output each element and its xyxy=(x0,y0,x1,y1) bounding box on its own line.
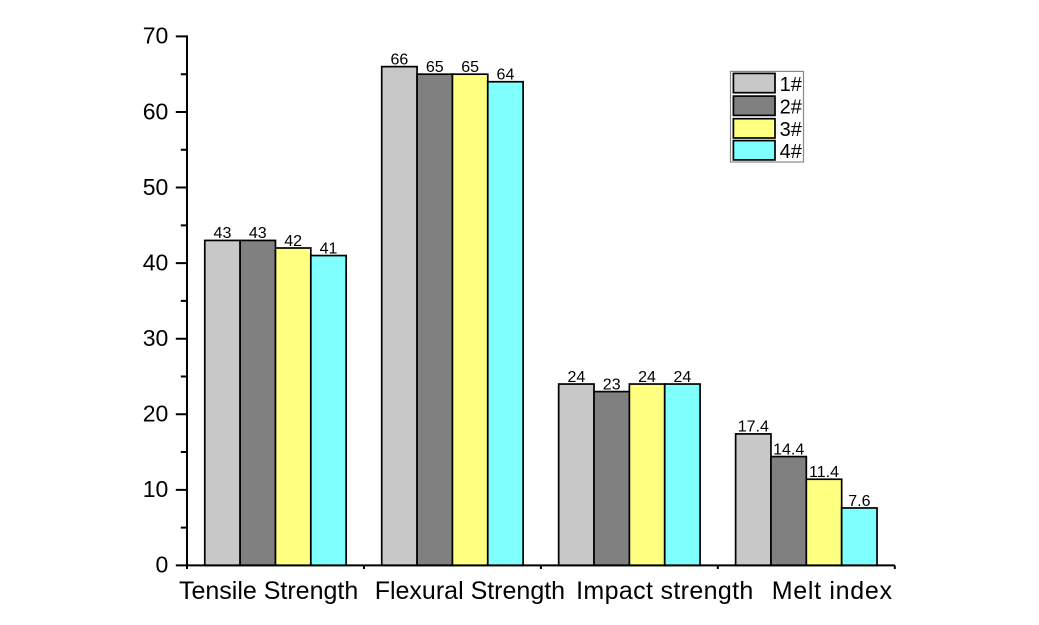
svg-text:20: 20 xyxy=(143,401,169,427)
svg-text:Impact strength: Impact strength xyxy=(576,577,754,605)
svg-text:42: 42 xyxy=(284,233,302,250)
svg-text:10: 10 xyxy=(143,476,169,502)
svg-text:64: 64 xyxy=(497,67,515,84)
svg-text:43: 43 xyxy=(214,225,232,242)
svg-text:23: 23 xyxy=(603,376,621,393)
svg-text:65: 65 xyxy=(461,59,479,76)
svg-text:50: 50 xyxy=(143,174,169,200)
svg-text:65: 65 xyxy=(426,59,444,76)
svg-text:Tensile Strength: Tensile Strength xyxy=(179,577,358,605)
svg-text:0: 0 xyxy=(156,552,169,578)
svg-text:40: 40 xyxy=(143,249,169,275)
svg-text:24: 24 xyxy=(638,369,656,386)
svg-text:2#: 2# xyxy=(780,97,803,119)
svg-text:Flexural Strength: Flexural Strength xyxy=(375,577,565,605)
svg-text:24: 24 xyxy=(674,369,692,386)
svg-text:11.4: 11.4 xyxy=(809,464,839,481)
svg-text:66: 66 xyxy=(391,51,409,68)
svg-text:17.4: 17.4 xyxy=(738,419,769,436)
svg-text:7.6: 7.6 xyxy=(848,493,870,510)
svg-text:30: 30 xyxy=(143,325,169,351)
svg-text:41: 41 xyxy=(320,240,338,257)
svg-text:70: 70 xyxy=(143,23,169,49)
svg-text:14.4: 14.4 xyxy=(773,441,804,458)
svg-text:43: 43 xyxy=(249,225,267,242)
svg-text:4#: 4# xyxy=(780,141,803,163)
svg-text:1#: 1# xyxy=(780,74,803,96)
svg-text:60: 60 xyxy=(143,98,169,124)
svg-text:3#: 3# xyxy=(780,119,803,141)
svg-text:24: 24 xyxy=(567,369,585,386)
svg-text:Melt index: Melt index xyxy=(772,577,893,605)
